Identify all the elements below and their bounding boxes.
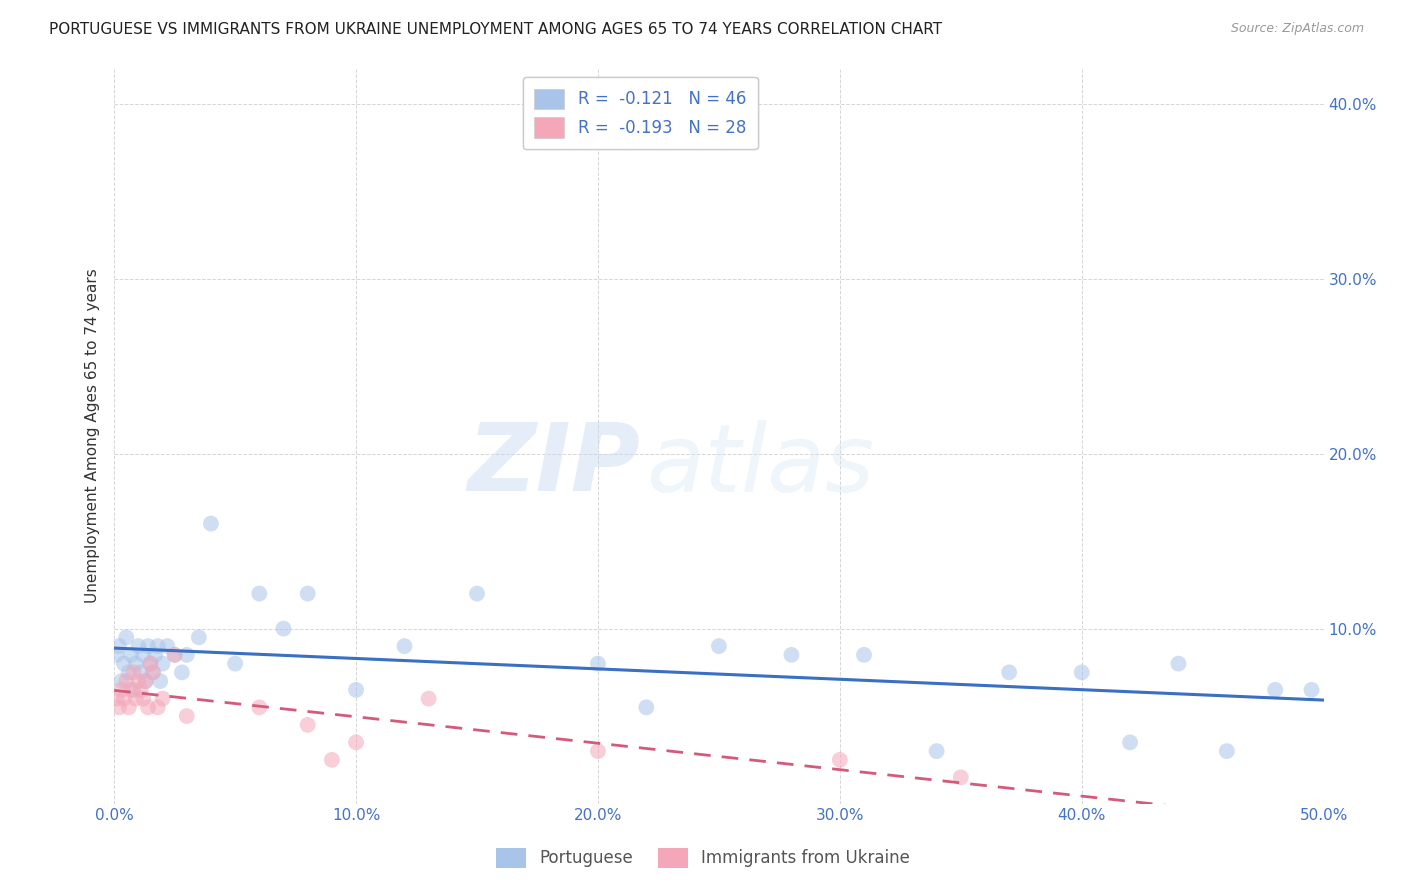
Point (273, 622, 295, 636)
Point (1264, 682, 1286, 697)
Point (344, 682, 367, 697)
Point (132, 691, 155, 706)
Point (105, 648, 128, 662)
Point (344, 735, 367, 749)
Text: ZIP: ZIP (467, 419, 640, 511)
Point (176, 709, 198, 723)
Point (418, 691, 440, 706)
Point (132, 648, 155, 662)
Text: Source: ZipAtlas.com: Source: ZipAtlas.com (1230, 22, 1364, 36)
Point (586, 657, 609, 671)
Point (115, 674, 138, 689)
Point (156, 639, 179, 653)
Point (828, 753, 851, 767)
Legend: Portuguese, Immigrants from Ukraine: Portuguese, Immigrants from Ukraine (489, 841, 917, 875)
Point (176, 648, 198, 662)
Point (120, 682, 142, 697)
Point (170, 665, 193, 680)
Point (1119, 735, 1142, 749)
Point (120, 648, 142, 662)
Point (127, 674, 149, 689)
Point (122, 665, 145, 680)
Text: atlas: atlas (647, 420, 875, 511)
Point (135, 674, 157, 689)
Point (143, 648, 166, 662)
Point (108, 700, 131, 714)
Point (139, 657, 162, 671)
Point (149, 674, 172, 689)
Point (200, 516, 222, 531)
Point (1301, 682, 1323, 697)
Point (163, 648, 186, 662)
Point (105, 691, 128, 706)
Point (297, 586, 319, 600)
Point (1070, 665, 1092, 680)
Point (129, 665, 152, 680)
Point (118, 665, 141, 680)
Point (110, 674, 132, 689)
Point (187, 631, 209, 645)
Point (146, 700, 169, 714)
Point (110, 682, 132, 697)
Point (142, 665, 165, 680)
Point (465, 586, 488, 600)
Point (118, 700, 141, 714)
Point (998, 665, 1021, 680)
Point (224, 657, 246, 671)
Point (112, 657, 135, 671)
Point (135, 674, 157, 689)
Point (152, 657, 174, 671)
Point (321, 753, 343, 767)
Point (297, 718, 319, 732)
Legend: R =  -0.121   N = 46, R =  -0.193   N = 28: R = -0.121 N = 46, R = -0.193 N = 28 (523, 77, 758, 149)
Point (780, 648, 803, 662)
Point (1167, 657, 1189, 671)
Point (707, 639, 730, 653)
Point (142, 665, 165, 680)
Point (108, 639, 131, 653)
Point (925, 744, 948, 758)
Point (125, 657, 148, 671)
Point (115, 631, 138, 645)
Point (136, 639, 159, 653)
Point (125, 691, 148, 706)
Point (394, 639, 416, 653)
Point (122, 682, 145, 697)
Point (247, 586, 270, 600)
Point (129, 682, 152, 697)
Point (949, 770, 972, 784)
Point (152, 691, 174, 706)
Point (139, 657, 162, 671)
Point (163, 648, 186, 662)
Point (136, 700, 159, 714)
Point (586, 744, 609, 758)
Point (127, 639, 149, 653)
Point (247, 700, 270, 714)
Text: PORTUGUESE VS IMMIGRANTS FROM UKRAINE UNEMPLOYMENT AMONG AGES 65 TO 74 YEARS COR: PORTUGUESE VS IMMIGRANTS FROM UKRAINE UN… (49, 22, 942, 37)
Y-axis label: Unemployment Among Ages 65 to 74 years: Unemployment Among Ages 65 to 74 years (86, 268, 100, 604)
Point (1216, 744, 1239, 758)
Point (636, 700, 658, 714)
Point (146, 639, 169, 653)
Point (112, 691, 135, 706)
Point (853, 648, 876, 662)
